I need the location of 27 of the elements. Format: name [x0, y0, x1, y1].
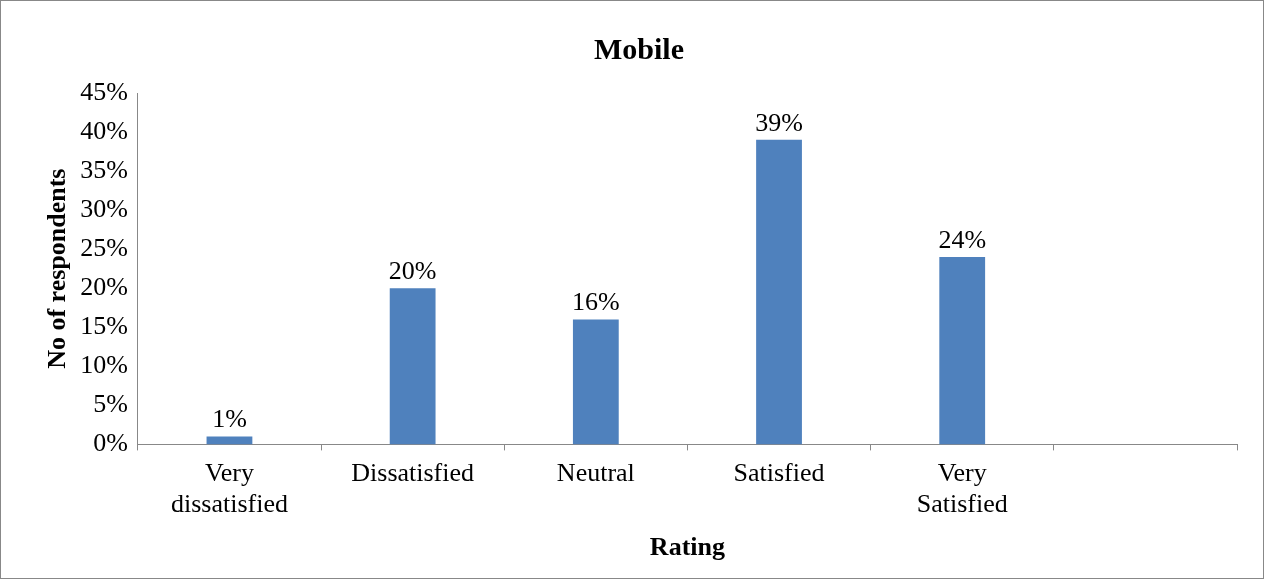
- bar: [572, 319, 619, 445]
- x-tick-label: Very dissatisfied: [170, 457, 288, 519]
- y-tick-label: 35%: [80, 154, 128, 184]
- y-axis-title: No of respondents: [42, 168, 72, 369]
- chart-title: Mobile: [594, 31, 684, 65]
- x-tick-label: Satisfied: [733, 457, 825, 487]
- data-label: 20%: [388, 256, 437, 286]
- bar: [389, 288, 436, 445]
- x-axis-title: Rating: [649, 532, 725, 562]
- data-label: 16%: [572, 287, 620, 317]
- y-tick-label: 20%: [80, 272, 128, 302]
- y-tick-label: 25%: [80, 233, 128, 263]
- data-label: 1%: [212, 404, 247, 434]
- y-tick-label: 5%: [93, 389, 128, 419]
- x-tick-label: Neutral: [556, 457, 635, 487]
- y-tick-label: 0%: [93, 428, 128, 458]
- y-tick-label: 30%: [80, 193, 128, 223]
- data-label: 24%: [938, 224, 987, 254]
- x-tick-label: Dissatisfied: [351, 457, 475, 487]
- bar: [756, 139, 802, 445]
- data-label: 39%: [755, 107, 803, 137]
- y-tick-label: 15%: [80, 311, 128, 341]
- y-tick-label: 45%: [80, 76, 128, 106]
- y-tick-label: 40%: [80, 115, 128, 145]
- bar: [939, 256, 986, 445]
- y-tick-label: 10%: [80, 350, 128, 380]
- x-tick-label: Very Satisfied: [916, 457, 1008, 519]
